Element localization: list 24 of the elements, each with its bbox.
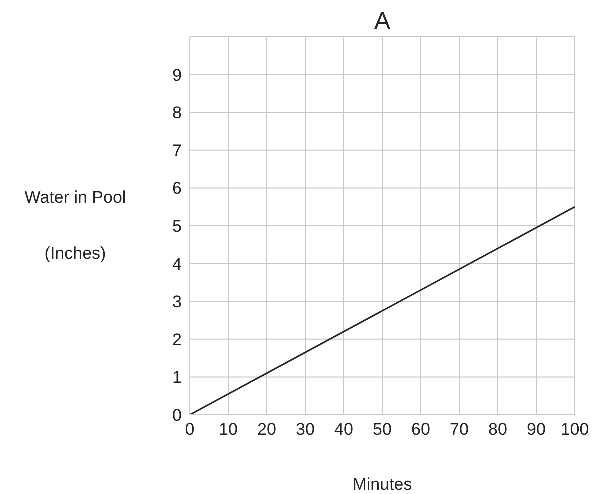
x-tick-label: 40 — [334, 420, 354, 440]
x-tick-label: 0 — [185, 420, 195, 440]
y-tick-label: 0 — [172, 406, 182, 426]
y-tick-label: 8 — [172, 104, 182, 123]
x-tick-label: 80 — [488, 420, 508, 440]
x-tick-label: 50 — [373, 420, 392, 440]
x-tick-label: 70 — [450, 420, 469, 440]
x-tick-label: 30 — [296, 420, 315, 440]
y-tick-label: 4 — [172, 254, 182, 274]
y-tick-label: 6 — [172, 179, 182, 198]
x-tick-label: 60 — [412, 420, 430, 440]
y-tick-label: 9 — [172, 66, 182, 85]
x-tick-label: 10 — [219, 420, 238, 440]
text: Water in Pool (Inches) — [24, 188, 126, 263]
y-tick-label: 7 — [172, 141, 182, 160]
y-tick-label: 2 — [172, 330, 182, 350]
y-tick-label: 1 — [172, 368, 182, 388]
x-tick-label: 20 — [258, 420, 276, 440]
chart-title: A — [373, 8, 392, 36]
x-tick-label: 100 — [560, 420, 590, 440]
x-axis-title: Minutes — [352, 475, 412, 494]
y-tick-label: 3 — [172, 292, 182, 312]
y-tick-label: 5 — [172, 217, 182, 236]
x-tick-label: 90 — [527, 420, 546, 440]
